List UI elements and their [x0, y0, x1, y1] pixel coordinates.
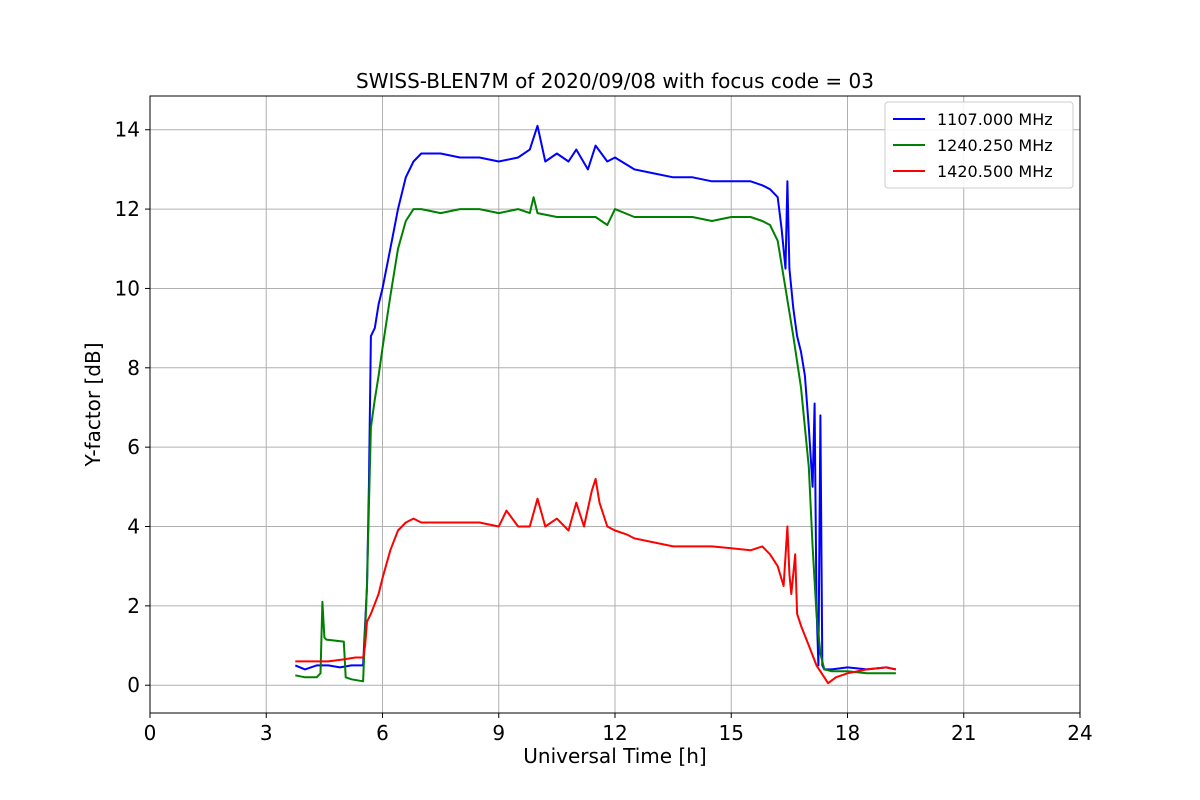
- legend-label: 1240.250 MHz: [937, 136, 1053, 155]
- legend-label: 1420.500 MHz: [937, 162, 1053, 181]
- chart-title: SWISS-BLEN7M of 2020/09/08 with focus co…: [356, 69, 874, 93]
- x-tick-label: 24: [1067, 721, 1092, 745]
- y-tick-label: 14: [115, 118, 140, 142]
- y-tick-label: 6: [127, 435, 140, 459]
- x-tick-label: 0: [144, 721, 157, 745]
- x-tick-label: 3: [260, 721, 273, 745]
- grid: [149, 96, 1081, 713]
- legend-label: 1107.000 MHz: [937, 110, 1053, 129]
- y-tick-label: 4: [127, 515, 140, 539]
- x-tick-label: 12: [602, 721, 627, 745]
- series-layer: [294, 124, 897, 685]
- x-tick-label: 6: [376, 721, 389, 745]
- legend-box: [884, 101, 1074, 189]
- series-line-1: [294, 124, 897, 671]
- y-tick-label: 0: [127, 673, 140, 697]
- x-tick-label: 15: [719, 721, 744, 745]
- series-line-3: [295, 477, 897, 685]
- x-tick-label: 18: [835, 721, 860, 745]
- x-axis-label: Universal Time [h]: [523, 744, 706, 768]
- x-tick-label: 9: [492, 721, 505, 745]
- y-tick-label: 12: [115, 197, 140, 221]
- y-tick-label: 2: [127, 594, 140, 618]
- series-line-2: [295, 196, 896, 683]
- y-tick-label: 8: [127, 356, 140, 380]
- x-tick-label: 21: [951, 721, 976, 745]
- y-axis-label: Y-factor [dB]: [81, 342, 105, 467]
- y-tick-label: 10: [115, 276, 140, 300]
- legend: 1107.000 MHz 1240.250 MHz 1420.500 MHz: [884, 101, 1074, 189]
